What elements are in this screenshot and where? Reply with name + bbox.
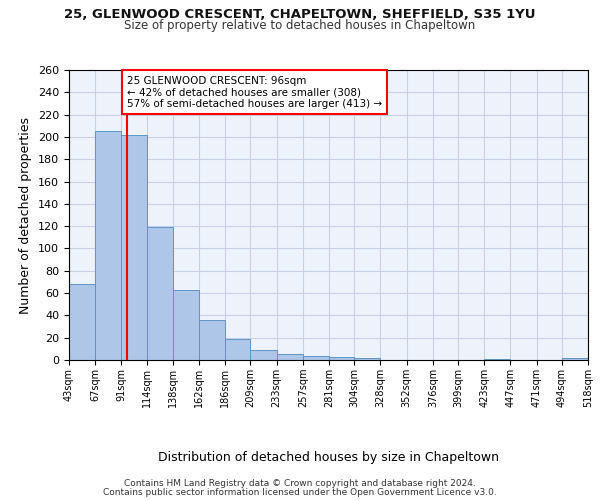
Text: Contains HM Land Registry data © Crown copyright and database right 2024.: Contains HM Land Registry data © Crown c…: [124, 480, 476, 488]
Bar: [277, 354, 303, 360]
Text: 25 GLENWOOD CRESCENT: 96sqm
← 42% of detached houses are smaller (308)
57% of se: 25 GLENWOOD CRESCENT: 96sqm ← 42% of det…: [127, 76, 382, 109]
Bar: [173, 290, 199, 360]
Bar: [303, 356, 329, 360]
Bar: [69, 284, 95, 360]
Bar: [95, 132, 121, 360]
Bar: [250, 350, 277, 360]
Text: 25, GLENWOOD CRESCENT, CHAPELTOWN, SHEFFIELD, S35 1YU: 25, GLENWOOD CRESCENT, CHAPELTOWN, SHEFF…: [64, 8, 536, 20]
Bar: [121, 134, 146, 360]
Bar: [354, 358, 380, 360]
Bar: [146, 228, 173, 360]
Y-axis label: Number of detached properties: Number of detached properties: [19, 116, 32, 314]
Bar: [562, 358, 588, 360]
Bar: [484, 359, 511, 360]
Text: Size of property relative to detached houses in Chapeltown: Size of property relative to detached ho…: [124, 19, 476, 32]
Text: Contains public sector information licensed under the Open Government Licence v3: Contains public sector information licen…: [103, 488, 497, 497]
Bar: [329, 356, 354, 360]
Text: Distribution of detached houses by size in Chapeltown: Distribution of detached houses by size …: [158, 451, 499, 464]
Bar: [225, 339, 250, 360]
Bar: [199, 320, 225, 360]
